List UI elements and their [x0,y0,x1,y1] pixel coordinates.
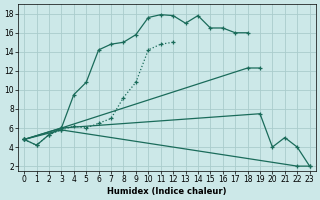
X-axis label: Humidex (Indice chaleur): Humidex (Indice chaleur) [107,187,227,196]
